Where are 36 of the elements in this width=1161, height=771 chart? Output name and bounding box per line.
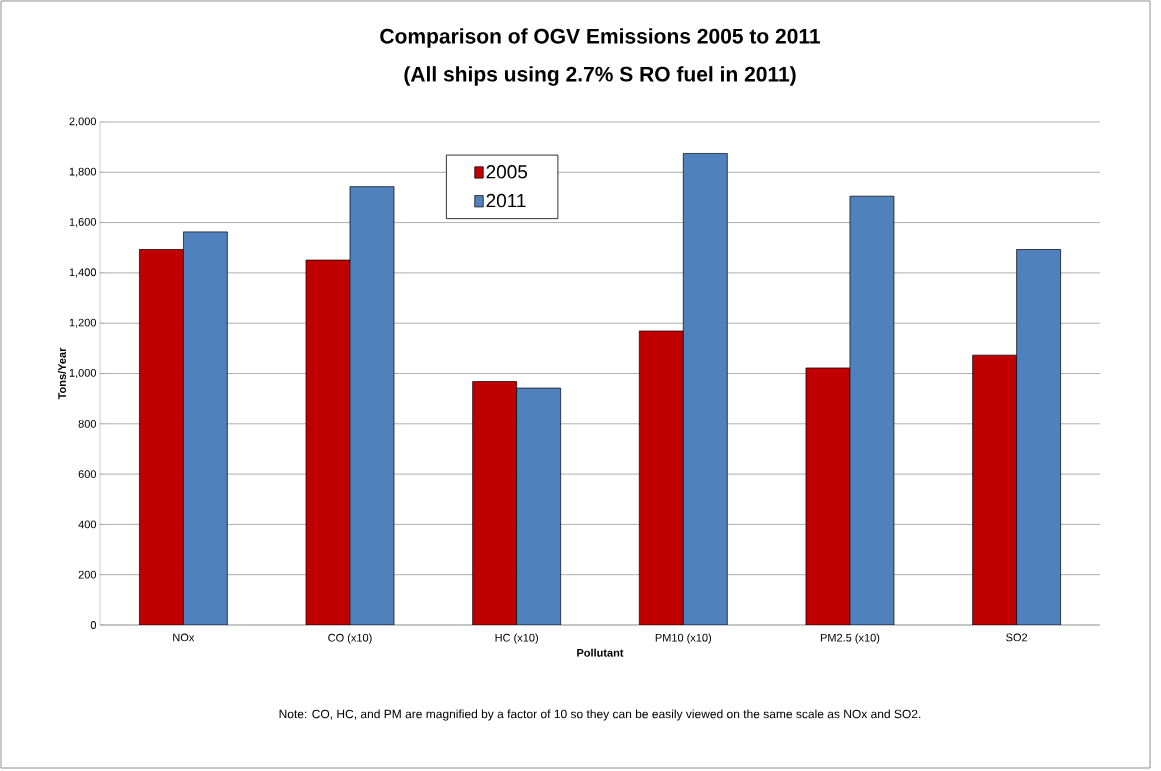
x-tick-label: PM2.5 (x10)	[820, 633, 880, 644]
y-tick-label: 600	[78, 470, 97, 478]
bar	[182, 231, 228, 625]
bar	[138, 249, 184, 625]
bar	[1016, 249, 1061, 625]
y-axis-title: Tons/Year	[57, 347, 67, 400]
bar	[472, 381, 517, 625]
y-tick-label: 0	[90, 621, 97, 629]
bar	[516, 387, 561, 625]
y-tick-label: 400	[78, 520, 97, 529]
bar	[682, 153, 728, 625]
x-tick-label: SO2	[1006, 633, 1028, 642]
y-tick-label: 2,000	[69, 117, 97, 127]
y-tick-label: 200	[78, 570, 97, 579]
legend-label: 2005	[486, 165, 528, 179]
y-tick-label: 1,000	[69, 368, 97, 379]
chart-title: Comparison of OGV Emissions 2005 to 2011	[380, 28, 820, 48]
bar	[849, 195, 895, 625]
x-tick-label: CO (x10)	[328, 633, 372, 644]
x-tick-label: HC (x10)	[495, 633, 538, 644]
y-tick-label: 1,200	[69, 318, 97, 328]
text: Note: CO, HC, and PM are magnified by a factor of 10 so they can be easily viewed on the same scale as NOx and SO2.	[279, 709, 921, 721]
x-axis-title: Pollutant	[577, 648, 624, 657]
bar	[638, 330, 684, 625]
bar	[305, 259, 351, 625]
legend-label: 2011	[486, 193, 526, 208]
bar	[972, 354, 1017, 625]
y-tick-label: 1,400	[69, 268, 97, 278]
y-tick-label: 1,800	[69, 167, 97, 177]
y-tick-label: 800	[78, 419, 97, 428]
x-tick-label: NOx	[173, 633, 195, 642]
chart-subtitle: (All ships using 2.7% S RO fuel in 2011)	[404, 66, 796, 86]
x-tick-label: PM10 (x10)	[655, 633, 712, 644]
y-tick-label: 1,600	[69, 218, 97, 228]
bar	[349, 186, 395, 625]
bar	[805, 367, 851, 625]
